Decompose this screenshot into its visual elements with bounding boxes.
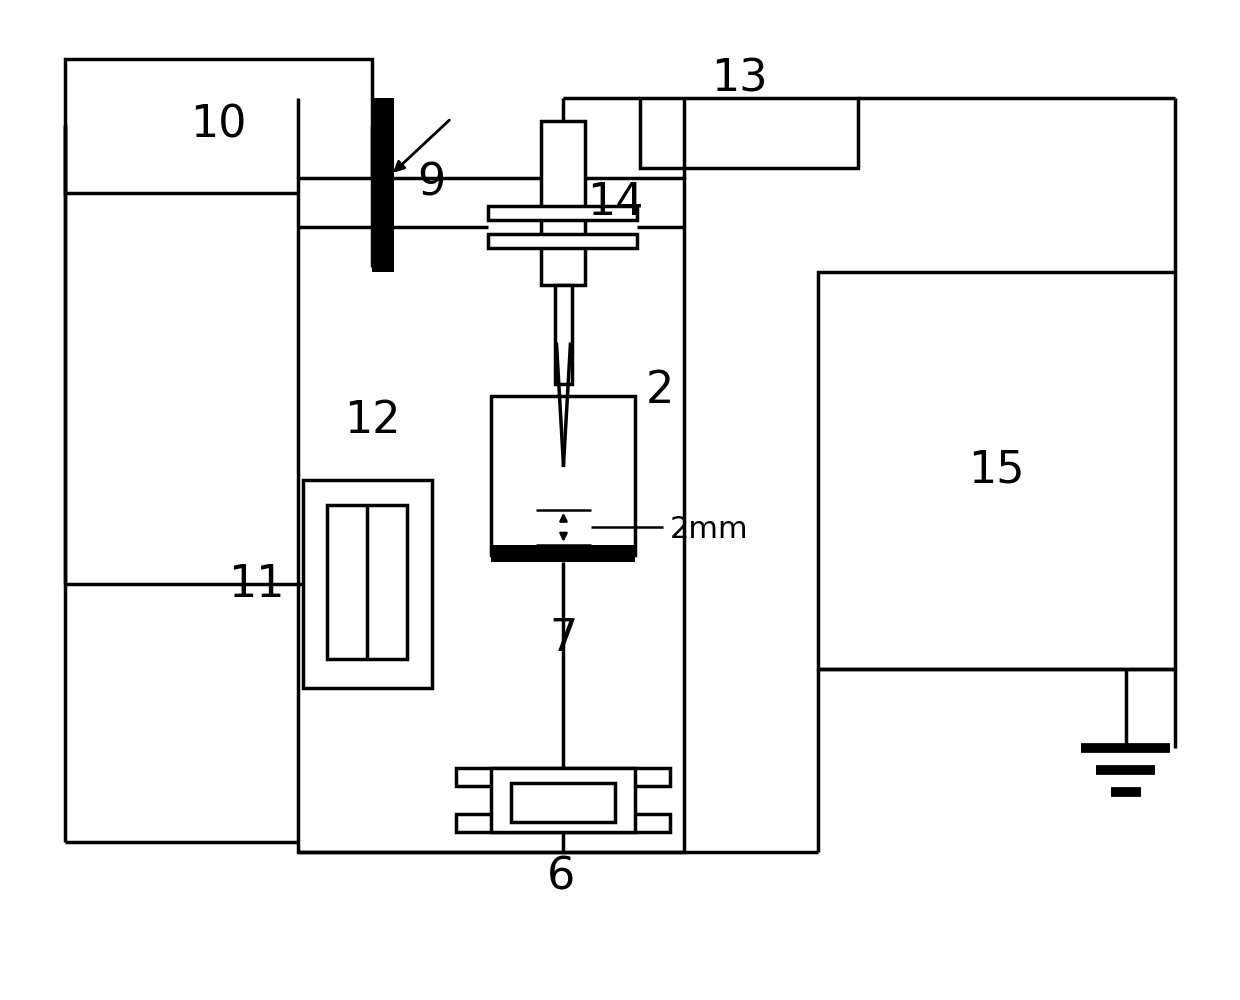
Bar xyxy=(554,285,573,384)
Text: 7: 7 xyxy=(549,617,578,660)
Text: 9: 9 xyxy=(418,161,445,204)
Bar xyxy=(456,768,670,786)
Bar xyxy=(511,783,615,822)
Text: 13: 13 xyxy=(711,57,768,100)
Bar xyxy=(303,480,432,688)
Text: 6: 6 xyxy=(547,855,574,898)
Bar xyxy=(818,272,1176,669)
Text: 11: 11 xyxy=(228,563,285,606)
Bar xyxy=(489,206,637,220)
Text: 10: 10 xyxy=(190,104,247,147)
Bar xyxy=(489,234,637,248)
Text: 2mm: 2mm xyxy=(670,515,748,544)
Bar xyxy=(491,768,635,832)
Bar xyxy=(372,98,394,272)
Text: 12: 12 xyxy=(343,399,401,442)
Bar xyxy=(298,178,684,852)
Text: 14: 14 xyxy=(587,181,644,224)
Bar xyxy=(491,396,635,555)
Text: 15: 15 xyxy=(968,449,1025,492)
Bar xyxy=(456,814,670,832)
Bar xyxy=(327,505,407,659)
Bar xyxy=(491,545,635,562)
Text: 2: 2 xyxy=(646,369,673,412)
Bar xyxy=(64,59,372,193)
Bar xyxy=(541,121,585,285)
Bar xyxy=(640,98,858,168)
